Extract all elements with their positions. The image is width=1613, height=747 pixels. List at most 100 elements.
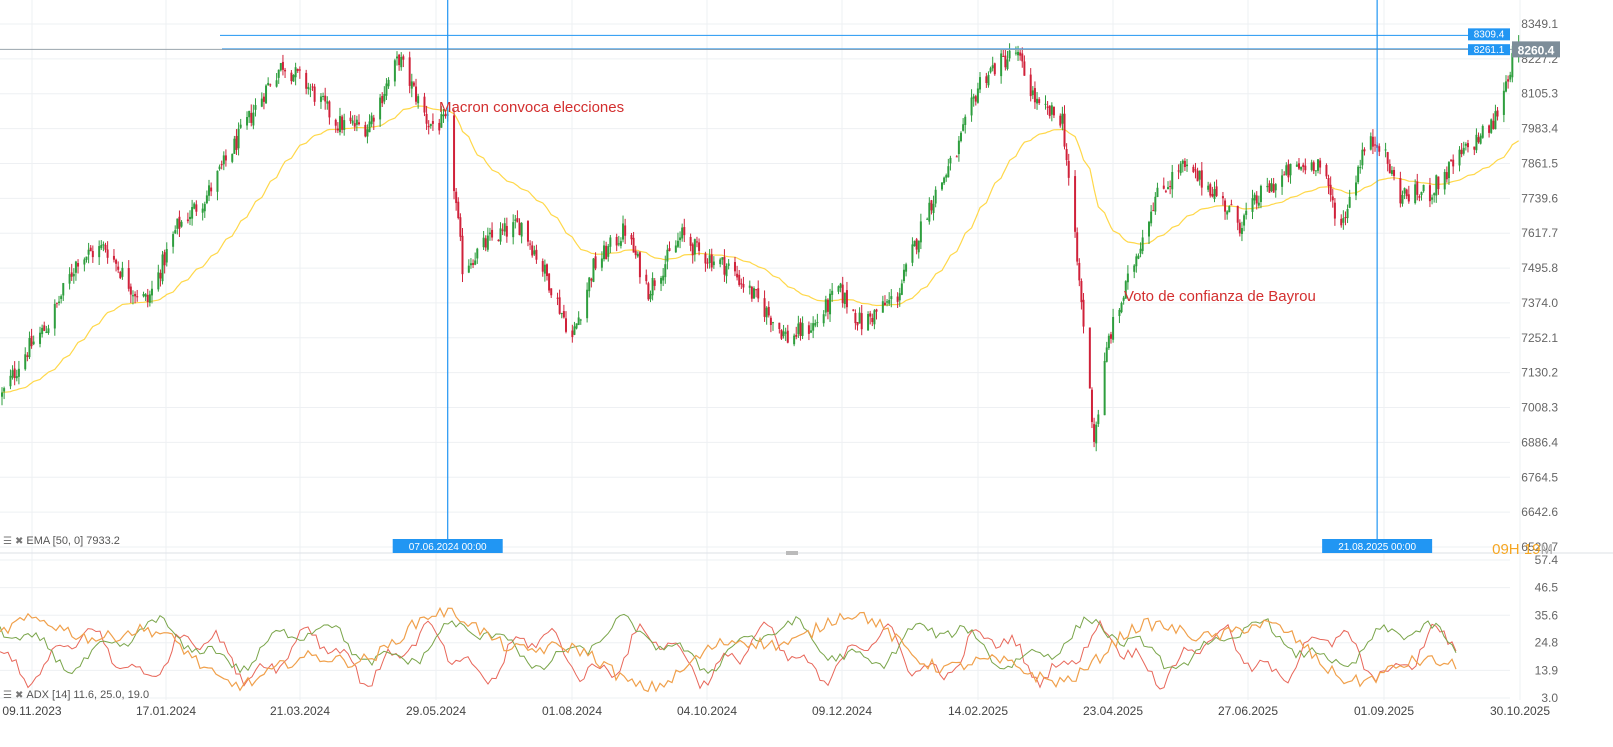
close-icon[interactable]: ✖ (14, 535, 24, 547)
candle-down (364, 121, 367, 138)
candle-down (710, 248, 713, 272)
candle-down (1177, 164, 1180, 180)
candle-up (292, 74, 295, 82)
candle-up (1300, 166, 1303, 171)
candle-up (649, 290, 652, 303)
candle-up (607, 243, 610, 262)
candle-up (1105, 341, 1108, 363)
candle-up (53, 299, 56, 336)
candle-down (117, 261, 120, 274)
candle-down (653, 278, 656, 291)
candle-up (180, 220, 183, 228)
candle-up (577, 311, 580, 326)
candle-up (1433, 192, 1436, 203)
candle-down (398, 53, 401, 71)
candle-down (1152, 202, 1155, 212)
candle-down (695, 236, 698, 248)
candle-up (1135, 253, 1138, 273)
candle-up (1006, 50, 1009, 71)
candle-up (17, 360, 20, 385)
candle-up (1420, 191, 1423, 201)
candle-up (1359, 159, 1362, 174)
candle-down (556, 292, 559, 306)
candle-up (810, 322, 813, 334)
candle-down (740, 278, 743, 289)
candle-down (501, 223, 504, 236)
candle-up (586, 282, 589, 323)
candle-down (548, 273, 551, 293)
candle-up (932, 195, 935, 221)
candle-up (888, 292, 891, 306)
price-axis-label: 7617.7 (1521, 226, 1558, 240)
candle-up (1243, 213, 1246, 232)
candle-down (845, 281, 848, 314)
candle-down (313, 83, 316, 106)
candle-up (3, 386, 6, 400)
candle-up (32, 335, 35, 346)
date-axis-label: 29.05.2024 (406, 704, 466, 718)
candle-down (993, 62, 996, 76)
candle-down (284, 67, 287, 79)
candle-down (1019, 48, 1022, 61)
candle-down (733, 256, 736, 277)
candle-up (370, 112, 373, 128)
candle-up (41, 324, 44, 338)
candle-up (1401, 190, 1404, 207)
candle-up (260, 92, 263, 108)
annotation-bayrou: Voto de confianza de Bayrou (1124, 288, 1316, 305)
countdown-hours-unit: H (1508, 541, 1520, 558)
candle-up (911, 237, 914, 267)
candle-down (195, 200, 198, 216)
date-axis-label: 09.12.2024 (812, 704, 872, 718)
candle-up (1226, 210, 1229, 220)
candle-up (482, 230, 485, 250)
pane-resize-handle (786, 551, 798, 555)
candle-down (742, 276, 745, 293)
candle-down (1450, 159, 1453, 163)
candle-up (1124, 280, 1127, 299)
candle-up (267, 77, 270, 86)
candle-down (1038, 97, 1041, 105)
candle-down (590, 277, 593, 288)
candle-up (1289, 163, 1292, 184)
candle-down (854, 309, 857, 330)
candle-up (543, 259, 546, 282)
candle-down (324, 87, 327, 110)
candle-up (913, 240, 916, 247)
candle-up (664, 255, 667, 284)
candle-down (1052, 106, 1055, 119)
candle-up (87, 242, 90, 264)
date-axis-label: 27.06.2025 (1218, 704, 1278, 718)
hamburger-icon[interactable]: ☰ (3, 689, 12, 701)
candle-up (934, 186, 937, 208)
candle-down (425, 105, 428, 130)
candle-up (816, 313, 819, 328)
candle-down (1272, 177, 1275, 193)
candle-down (1344, 211, 1347, 226)
candle-up (617, 235, 620, 247)
adx-axis-label: 46.5 (1535, 581, 1559, 595)
candle-down (736, 265, 739, 281)
candle-down (615, 233, 618, 252)
candle-up (1120, 301, 1123, 314)
close-icon[interactable]: ✖ (14, 689, 24, 701)
candle-down (1088, 327, 1091, 389)
candle-up (1357, 165, 1360, 185)
candle-down (1109, 331, 1112, 344)
candle-up (417, 93, 420, 109)
candle-up (945, 173, 948, 182)
candle-up (172, 231, 175, 254)
price-axis-label: 7374.0 (1521, 296, 1558, 310)
countdown-hours: 09 (1492, 541, 1509, 558)
candle-down (624, 218, 627, 244)
ema-label-text: EMA [50, 0] 7933.2 (26, 535, 120, 547)
candle-down (146, 288, 149, 308)
candle-down (423, 92, 426, 117)
candle-down (1029, 68, 1032, 102)
candle-down (250, 104, 253, 127)
hamburger-icon[interactable]: ☰ (3, 535, 12, 547)
candle-down (807, 321, 810, 341)
candle-up (1014, 46, 1017, 56)
